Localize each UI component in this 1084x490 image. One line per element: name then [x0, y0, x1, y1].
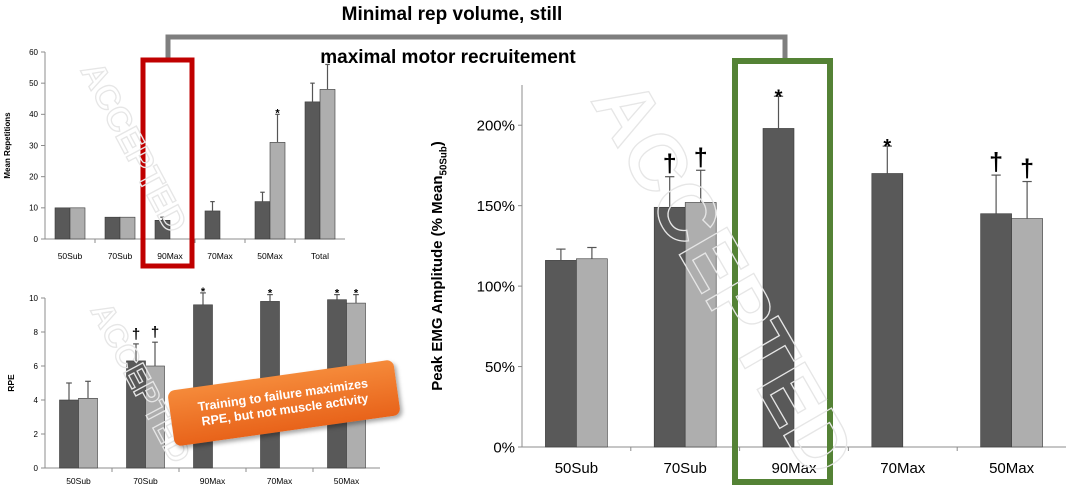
red-highlight-box — [140, 57, 195, 269]
y-tick-label: 40 — [29, 110, 38, 119]
comparison-bracket — [165, 34, 788, 58]
bar-light — [269, 142, 286, 240]
bar-dark — [762, 128, 795, 448]
bar-dark — [980, 213, 1012, 448]
y-axis-label-subscript: 50Sub — [439, 146, 450, 175]
bar-light — [1011, 218, 1043, 448]
y-axis-label: Peak EMG Amplitude (% Mean50Sub) — [429, 141, 450, 391]
bar-dark — [254, 201, 271, 240]
bar-light — [319, 89, 336, 240]
significance-dagger: † — [663, 150, 677, 178]
x-category-label: 50Max — [257, 251, 283, 261]
emg-chart: 0% 50% 100% 150% 200% Peak EMG Amplitude (% M… — [429, 85, 1066, 477]
y-axis-label: Mean Repetitions — [3, 112, 12, 179]
y-tick-label: 150% — [477, 198, 515, 215]
y-tick-label: 8 — [34, 328, 39, 337]
y-tick-label: 2 — [34, 430, 39, 439]
y-tick-label: 0 — [34, 464, 39, 473]
bar-dark — [304, 101, 321, 240]
bar-dark — [871, 173, 904, 448]
y-tick-label: 30 — [29, 141, 38, 150]
y-tick-label: 200% — [477, 117, 515, 134]
y-tick-label: 6 — [34, 362, 39, 371]
watermark-text: ACCEPTED — [73, 56, 194, 239]
y-axis-label: RPE — [6, 374, 16, 392]
significance-star: * — [775, 86, 783, 108]
significance-star: * — [335, 288, 340, 300]
bar-dark — [54, 207, 71, 240]
y-tick-label: 50% — [485, 359, 515, 376]
y-tick-label: 20 — [29, 172, 38, 181]
bar-light — [684, 202, 717, 448]
y-tick-label: 0% — [493, 439, 515, 456]
significance-dagger: † — [1020, 155, 1034, 183]
bar-light — [78, 397, 98, 469]
x-category-label: 50Sub — [58, 251, 83, 261]
x-category-label: 70Max — [880, 460, 926, 477]
x-category-label: 70Sub — [664, 460, 707, 477]
y-tick-label: 10 — [29, 294, 38, 303]
significance-star: * — [883, 136, 891, 158]
significance-star: * — [354, 288, 359, 300]
headline-line1: Minimal rep volume, still — [342, 4, 563, 25]
significance-star: * — [268, 288, 273, 300]
bar-dark — [104, 216, 121, 240]
x-category-label: 50Sub — [555, 460, 598, 477]
x-category-label: 70Sub — [108, 251, 133, 261]
y-axis-label-end: ) — [429, 141, 446, 146]
bar-dark — [545, 260, 577, 448]
x-category-label: 90Max — [771, 460, 817, 477]
bar-light — [119, 216, 136, 240]
reps-chart: 0 10 20 30 40 50 60 Mean Repetitions 50Sub 70Sub 9… — [3, 48, 345, 261]
x-category-label: 70Sub — [133, 476, 158, 486]
significance-dagger: † — [694, 143, 708, 171]
significance-dagger: † — [989, 148, 1003, 176]
x-category-label: 90Max — [200, 476, 226, 486]
bar-light — [576, 258, 608, 448]
significance-dagger: † — [151, 324, 159, 341]
bar-light — [69, 207, 86, 240]
y-tick-label: 60 — [29, 48, 38, 57]
significance-dagger: † — [132, 326, 140, 343]
y-tick-label: 10 — [29, 204, 38, 213]
bar-dark — [59, 399, 79, 469]
significance-star: * — [275, 107, 280, 119]
y-tick-label: 100% — [477, 278, 515, 295]
significance-star: * — [201, 286, 206, 298]
headline-line2: maximal motor recruitement — [320, 47, 576, 68]
y-tick-label: 50 — [29, 79, 38, 88]
x-category-label: 90Max — [157, 251, 183, 261]
green-highlight-box — [732, 58, 833, 485]
x-category-label: 50Max — [334, 476, 360, 486]
y-tick-label: 4 — [34, 396, 39, 405]
x-category-label: 70Max — [267, 476, 293, 486]
bar-dark — [204, 210, 221, 240]
x-category-label: Total — [311, 251, 329, 261]
x-category-label: 70Max — [207, 251, 233, 261]
y-tick-label: 0 — [34, 235, 39, 244]
x-category-label: 50Max — [989, 460, 1035, 477]
x-category-label: 50Sub — [66, 476, 91, 486]
